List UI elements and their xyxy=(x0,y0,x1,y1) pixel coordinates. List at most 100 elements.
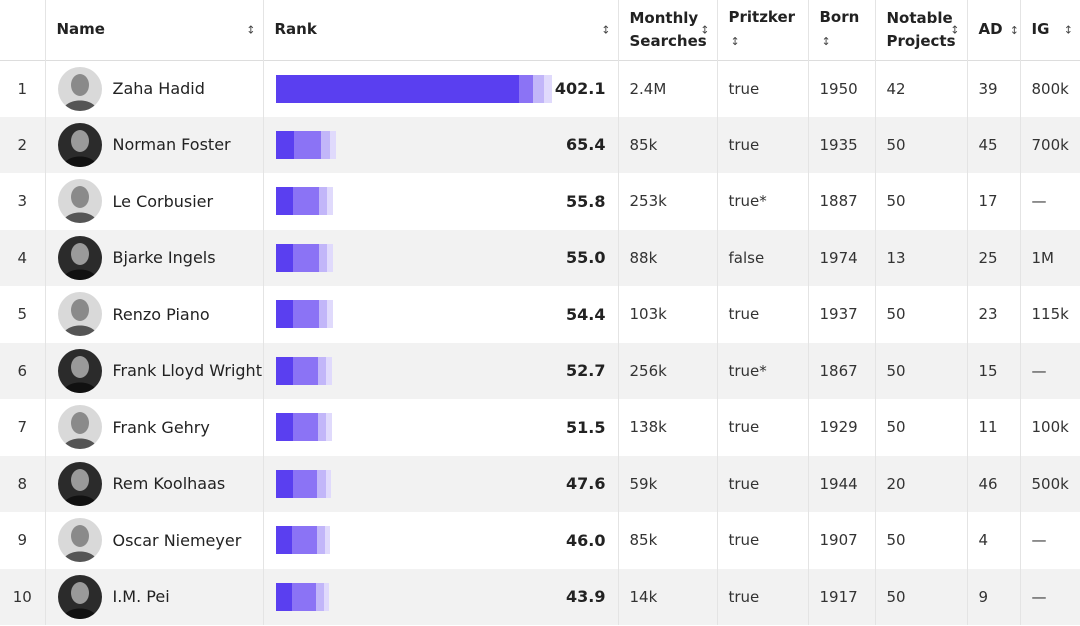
monthly-searches-value: 85k xyxy=(618,512,718,569)
name-cell[interactable]: Frank Gehry xyxy=(45,399,264,456)
table-row[interactable]: 4 Bjarke Ingels 55.0 88k false 1974 13 2… xyxy=(0,229,1080,286)
sort-icon[interactable]: ↕ xyxy=(1009,23,1020,37)
rank-score: 43.9 xyxy=(566,587,606,607)
table-row[interactable]: 7 Frank Gehry 51.5 138k true 1929 50 11 … xyxy=(0,399,1080,456)
sort-icon[interactable]: ↕ xyxy=(246,23,256,37)
rank-bar-segment xyxy=(318,300,327,329)
architect-name[interactable]: Norman Foster xyxy=(112,135,231,155)
rank-bar-segment xyxy=(532,74,544,103)
rank-bar-segment xyxy=(275,130,294,159)
row-index: 1 xyxy=(0,60,46,117)
rank-score: 65.4 xyxy=(566,135,606,155)
rank-bar-segment xyxy=(318,243,327,272)
architect-name[interactable]: Bjarke Ingels xyxy=(112,248,216,268)
sort-icon[interactable]: ↕ xyxy=(601,23,611,37)
rank-bar xyxy=(275,526,330,555)
rank-cell: 55.8 xyxy=(263,173,619,230)
rank-bar-segment xyxy=(325,469,331,498)
born-value: 1935 xyxy=(808,116,876,173)
ad-value: 15 xyxy=(967,342,1021,399)
header-ig[interactable]: IG ↕ xyxy=(1020,0,1080,60)
header-notable-projects-label: Notable Projects xyxy=(886,8,956,50)
table-row[interactable]: 3 Le Corbusier 55.8 253k true* 1887 50 1… xyxy=(0,173,1080,230)
architect-name[interactable]: Le Corbusier xyxy=(112,191,214,211)
name-cell[interactable]: Zaha Hadid xyxy=(45,60,264,117)
table-row[interactable]: 9 Oscar Niemeyer 46.0 85k true 1907 50 4… xyxy=(0,512,1080,569)
table-row[interactable]: 2 Norman Foster 65.4 85k true 1935 50 45… xyxy=(0,116,1080,173)
architect-name[interactable]: Frank Lloyd Wright xyxy=(112,361,262,381)
pritzker-value: true xyxy=(717,116,809,173)
rank-score: 402.1 xyxy=(554,79,606,98)
name-cell[interactable]: I.M. Pei xyxy=(45,568,264,625)
notable-projects-value: 50 xyxy=(875,286,968,343)
rank-cell: 51.5 xyxy=(263,399,619,456)
table-row[interactable]: 6 Frank Lloyd Wright 52.7 256k true* 186… xyxy=(0,342,1080,399)
name-cell[interactable]: Rem Koolhaas xyxy=(45,455,264,512)
rank-bar-segment xyxy=(316,526,325,555)
rank-bar-segment xyxy=(275,243,293,272)
header-rank[interactable]: Rank ↕ xyxy=(263,0,619,60)
sort-icon[interactable]: ↕ xyxy=(950,23,960,37)
architect-name[interactable]: Frank Gehry xyxy=(112,417,210,437)
name-cell[interactable]: Frank Lloyd Wright xyxy=(45,342,264,399)
rank-bar xyxy=(275,469,331,498)
row-index: 4 xyxy=(0,229,46,286)
monthly-searches-value: 85k xyxy=(618,116,718,173)
rank-bar-segment xyxy=(275,74,519,103)
rank-bar-segment xyxy=(292,356,318,385)
ig-value: — xyxy=(1031,361,1047,380)
notable-projects-value: 50 xyxy=(875,568,968,625)
table-row[interactable]: 8 Rem Koolhaas 47.6 59k true 1944 20 46 … xyxy=(0,455,1080,512)
pritzker-value: true xyxy=(717,512,809,569)
monthly-searches-value: 14k xyxy=(618,568,718,625)
architect-name[interactable]: Renzo Piano xyxy=(112,304,210,324)
portrait-icon xyxy=(57,518,102,563)
portrait-icon xyxy=(57,292,102,337)
pritzker-value: true xyxy=(717,399,809,456)
header-notable-projects[interactable]: Notable Projects ↕ xyxy=(875,0,968,60)
pritzker-value: true xyxy=(717,568,809,625)
header-ad[interactable]: AD ↕ xyxy=(967,0,1021,60)
ad-value: 39 xyxy=(967,60,1021,117)
ig-value: 115k xyxy=(1031,305,1069,324)
rank-bar-segment xyxy=(543,74,552,103)
sort-icon[interactable]: ↕ xyxy=(821,35,831,49)
rank-bar-segment xyxy=(291,526,317,555)
table-row[interactable]: 5 Renzo Piano 54.4 103k true 1937 50 23 … xyxy=(0,286,1080,343)
header-name[interactable]: Name ↕ xyxy=(45,0,264,60)
pritzker-value: false xyxy=(717,229,809,286)
header-monthly-searches-label: Monthly Searches xyxy=(629,8,707,50)
table-row[interactable]: 10 I.M. Pei 43.9 14k true 1917 50 9 — xyxy=(0,568,1080,625)
rank-bar xyxy=(275,413,332,442)
rank-bar xyxy=(275,356,332,385)
name-cell[interactable]: Norman Foster xyxy=(45,116,264,173)
rank-cell: 55.0 xyxy=(263,229,619,286)
sort-icon[interactable]: ↕ xyxy=(730,35,740,49)
name-cell[interactable]: Bjarke Ingels xyxy=(45,229,264,286)
ig-value: — xyxy=(1031,587,1047,606)
rank-bar xyxy=(275,74,552,103)
header-rank-label: Rank xyxy=(274,20,317,39)
rank-score: 47.6 xyxy=(566,474,606,494)
ig-value: 500k xyxy=(1031,474,1069,493)
rank-cell: 47.6 xyxy=(263,455,619,512)
architect-name[interactable]: I.M. Pei xyxy=(112,587,170,607)
name-cell[interactable]: Oscar Niemeyer xyxy=(45,512,264,569)
header-monthly-searches[interactable]: Monthly Searches ↕ xyxy=(618,0,718,60)
header-pritzker[interactable]: Pritzker ↕ xyxy=(717,0,809,60)
name-cell[interactable]: Renzo Piano xyxy=(45,286,264,343)
architect-name[interactable]: Zaha Hadid xyxy=(112,79,205,98)
sort-icon[interactable]: ↕ xyxy=(700,23,710,37)
table-row[interactable]: 1 Zaha Hadid 402.1 2.4M true 1950 42 39 … xyxy=(0,60,1080,117)
architect-name[interactable]: Rem Koolhaas xyxy=(112,474,226,494)
name-cell[interactable]: Le Corbusier xyxy=(45,173,264,230)
rank-bar-segment xyxy=(323,582,329,611)
header-born[interactable]: Born ↕ xyxy=(808,0,876,60)
born-value: 1867 xyxy=(808,342,876,399)
rank-bar-segment xyxy=(320,130,330,159)
header-name-label: Name xyxy=(56,20,105,39)
ig-value: 1M xyxy=(1031,248,1055,267)
architect-name[interactable]: Oscar Niemeyer xyxy=(112,530,242,550)
sort-icon[interactable]: ↕ xyxy=(1063,23,1073,37)
portrait-icon xyxy=(57,405,102,450)
